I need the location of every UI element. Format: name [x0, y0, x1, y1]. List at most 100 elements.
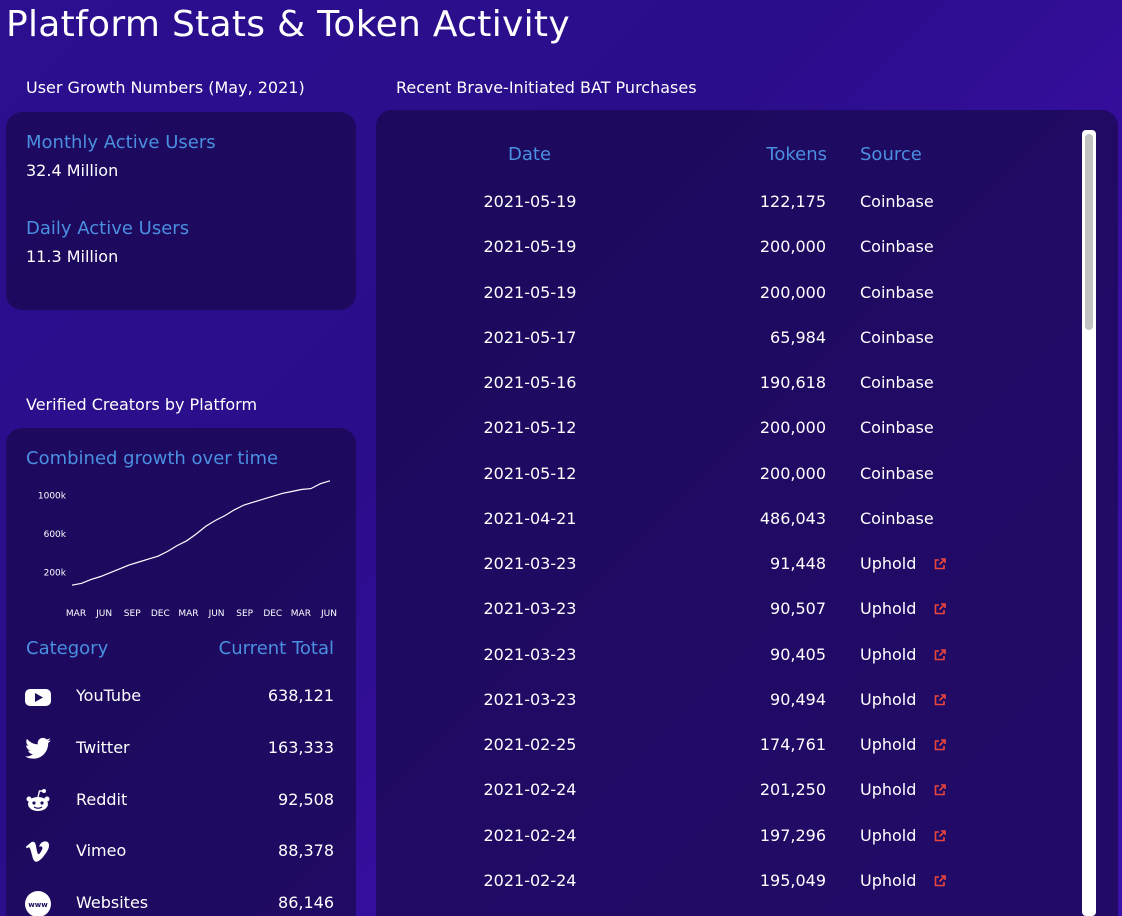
purchase-row: 2021-05-17 65,984 Coinbase — [376, 328, 1076, 373]
purchase-tokens: 486,043 — [759, 508, 826, 528]
growth-series-line — [71, 480, 331, 586]
purchase-tokens: 122,175 — [759, 192, 826, 211]
svg-text:www: www — [28, 901, 48, 909]
vimeo-icon — [25, 841, 50, 862]
purchase-tokens: 90,405 — [770, 644, 826, 664]
external-link-icon[interactable] — [933, 602, 947, 616]
external-link-icon[interactable] — [933, 557, 947, 571]
purchase-source: Uphold — [860, 735, 917, 754]
purchase-tokens: 200,000 — [759, 418, 826, 438]
purchase-row: 2021-03-23 90,494 Uphold — [376, 690, 1076, 735]
x-tick-label: JUN — [95, 609, 112, 619]
external-link-icon[interactable] — [933, 874, 947, 888]
purchase-tokens: 90,494 — [770, 689, 826, 709]
twitter-icon — [25, 737, 51, 759]
category-row-twitter: Twitter 163,333 — [6, 729, 356, 769]
purchase-tokens: 201,250 — [759, 780, 826, 800]
category-total: 638,121 — [267, 686, 334, 705]
purchase-source: Uphold — [860, 554, 917, 573]
category-name: Vimeo — [76, 841, 127, 860]
purchase-source: Uphold — [860, 689, 917, 709]
purchases-panel: Date Tokens Source 2021-05-19 122,175 Coin… — [376, 110, 1118, 916]
purchase-row: 2021-05-19 200,000 Coinbase — [376, 283, 1076, 328]
external-link-icon[interactable] — [933, 648, 947, 662]
purchase-date: 2021-02-24 — [483, 870, 577, 890]
user-growth-panel: Monthly Active Users 32.4 Million Daily … — [6, 112, 356, 310]
purchase-source: Uphold — [860, 780, 917, 800]
purchase-tokens: 90,507 — [770, 599, 826, 619]
x-tick-label: MAR — [178, 609, 198, 619]
category-name: Websites — [76, 893, 149, 912]
purchase-tokens: 174,761 — [759, 735, 826, 754]
purchase-row: 2021-05-19 122,175 Coinbase — [376, 192, 1076, 237]
category-name: Twitter — [76, 738, 130, 757]
category-total: 88,378 — [278, 841, 334, 860]
purchase-date: 2021-05-19 — [483, 282, 577, 302]
purchase-source: Uphold — [860, 644, 917, 664]
monthly-active-users-label: Monthly Active Users — [26, 132, 216, 153]
scrollbar-thumb[interactable] — [1085, 134, 1093, 330]
purchase-date: 2021-03-23 — [483, 644, 577, 664]
x-tick-label: JUN — [320, 609, 337, 619]
purchase-tokens: 200,000 — [759, 237, 826, 257]
category-row-youtube: YouTube 638,121 — [6, 677, 356, 717]
creators-panel: Combined growth over time 200k 600k 1000k … — [6, 428, 356, 916]
x-tick-label: DEC — [263, 609, 282, 619]
x-tick-label: DEC — [151, 609, 170, 619]
external-link-icon[interactable] — [933, 738, 947, 752]
purchases-heading: Recent Brave-Initiated BAT Purchases — [396, 78, 697, 97]
purchase-row: 2021-02-24 197,296 Uphold — [376, 826, 1076, 871]
purchase-tokens: 197,296 — [759, 825, 826, 845]
category-total: 92,508 — [278, 790, 334, 809]
monthly-active-users-value: 32.4 Million — [26, 161, 119, 180]
purchase-source: Coinbase — [860, 373, 934, 392]
daily-active-users-value: 11.3 Million — [26, 247, 119, 266]
purchase-tokens: 195,049 — [759, 870, 826, 890]
external-link-icon[interactable] — [933, 693, 947, 707]
purchase-source: Uphold — [860, 870, 917, 890]
y-tick-label: 200k — [44, 569, 67, 579]
purchase-date: 2021-03-23 — [483, 599, 577, 619]
growth-line-chart: 200k 600k 1000k MAR JUN SEP DEC MAR JUN SEP DEC MA… — [38, 480, 337, 619]
purchase-tokens: 200,000 — [759, 463, 826, 483]
purchase-tokens: 190,618 — [759, 373, 826, 392]
youtube-icon — [25, 689, 51, 706]
purchase-date: 2021-05-19 — [483, 192, 577, 211]
page-title: Platform Stats & Token Activity — [6, 4, 570, 45]
purchase-date: 2021-05-16 — [483, 373, 577, 392]
purchases-scrollbar[interactable] — [1082, 130, 1096, 916]
purchase-row: 2021-02-24 195,049 Uphold — [376, 871, 1076, 916]
x-tick-label: SEP — [124, 609, 141, 619]
purchase-row: 2021-05-12 200,000 Coinbase — [376, 418, 1076, 463]
external-link-icon[interactable] — [933, 783, 947, 797]
category-total: 163,333 — [267, 738, 334, 757]
purchase-date: 2021-05-19 — [483, 237, 577, 257]
purchase-date: 2021-04-21 — [483, 508, 577, 528]
external-link-icon[interactable] — [933, 829, 947, 843]
current-total-header: Current Total — [218, 638, 334, 659]
y-tick-label: 600k — [44, 530, 67, 540]
purchase-source: Uphold — [860, 599, 917, 619]
purchase-source: Coinbase — [860, 237, 934, 257]
purchase-date: 2021-03-23 — [483, 554, 577, 573]
purchase-tokens: 200,000 — [759, 282, 826, 302]
purchase-date: 2021-03-23 — [483, 689, 577, 709]
purchase-source: Uphold — [860, 825, 917, 845]
purchase-row: 2021-02-25 174,761 Uphold — [376, 735, 1076, 780]
purchase-source: Coinbase — [860, 327, 934, 347]
y-tick-label: 1000k — [38, 491, 67, 501]
user-growth-heading: User Growth Numbers (May, 2021) — [26, 78, 305, 97]
purchase-date: 2021-02-24 — [483, 825, 577, 845]
x-tick-label: JUN — [208, 609, 225, 619]
purchase-source: Coinbase — [860, 192, 934, 211]
category-total: 86,146 — [278, 893, 334, 912]
x-tick-label: MAR — [291, 609, 311, 619]
purchase-row: 2021-03-23 90,507 Uphold — [376, 599, 1076, 644]
purchase-date: 2021-05-12 — [483, 418, 577, 438]
purchase-tokens: 65,984 — [770, 327, 826, 347]
purchase-row: 2021-05-16 190,618 Coinbase — [376, 373, 1076, 418]
purchase-date: 2021-02-24 — [483, 780, 577, 800]
purchase-row: 2021-03-23 91,448 Uphold — [376, 554, 1076, 599]
category-name: YouTube — [76, 686, 142, 705]
source-column-header: Source — [860, 144, 922, 165]
